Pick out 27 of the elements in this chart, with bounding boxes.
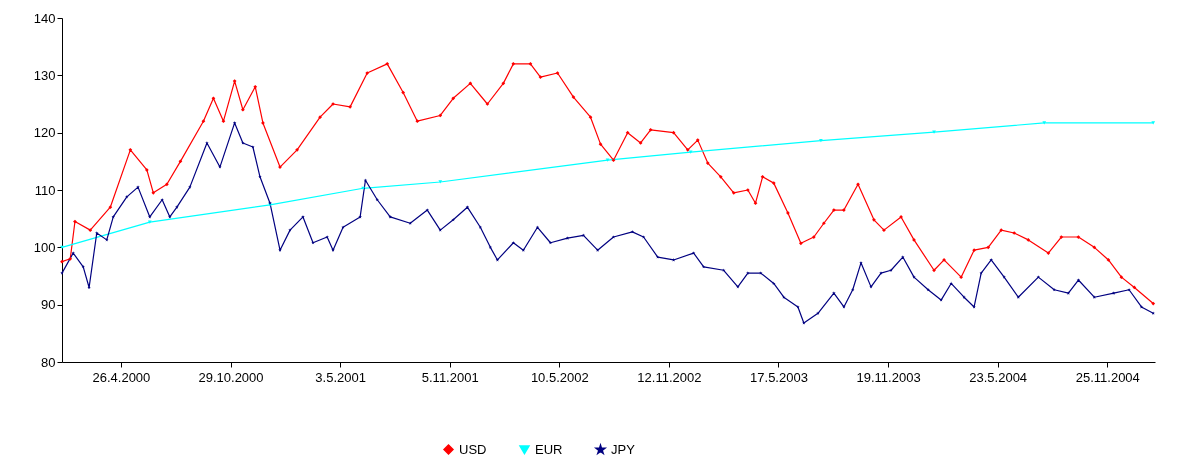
y-tick-label: 90 — [41, 297, 56, 313]
x-tick-label: 23.5.2004 — [969, 369, 1028, 385]
x-tick-label: 10.5.2002 — [530, 369, 589, 385]
legend-label: JPY — [611, 441, 636, 457]
y-tick-label: 120 — [33, 125, 56, 141]
line-series — [60, 121, 1156, 249]
y-tick-label: 100 — [33, 239, 56, 255]
point — [1042, 121, 1047, 125]
point — [932, 130, 936, 134]
legend-label: EUR — [535, 441, 563, 457]
y-tick-label: 140 — [33, 10, 56, 26]
x-tick-label: 3.5.2001 — [315, 369, 366, 385]
point — [1151, 121, 1156, 125]
x-tick-label: 17.5.2003 — [750, 369, 808, 385]
x-tick-label: 5.11.2001 — [421, 369, 479, 385]
point — [819, 139, 823, 143]
y-tick-label: 130 — [33, 67, 56, 83]
x-tick-label: 25.11.2004 — [1075, 369, 1140, 385]
x-tick-label: 26.4.2000 — [92, 369, 151, 385]
x-tick-label: 29.10.2000 — [198, 369, 264, 385]
y-tick-label: 80 — [41, 354, 56, 370]
y-tick-label: 110 — [34, 182, 56, 198]
legend-label: USD — [459, 441, 487, 457]
x-tick-label: 12.11.2002 — [637, 369, 702, 385]
point — [438, 180, 443, 184]
point — [147, 220, 152, 224]
x-tick-label: 19.11.2003 — [856, 369, 921, 385]
